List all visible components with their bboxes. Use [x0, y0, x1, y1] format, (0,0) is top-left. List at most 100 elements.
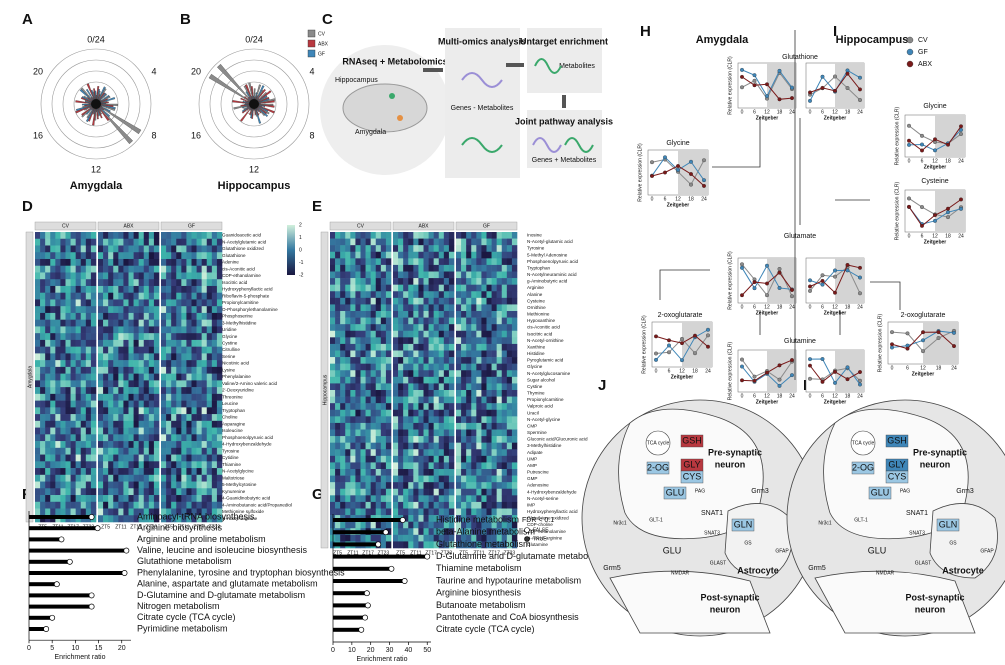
- heat-cell: [108, 400, 114, 408]
- heat-cell: [201, 495, 208, 503]
- point: [820, 74, 825, 79]
- heat-cell: [370, 337, 377, 345]
- heat-cell: [413, 521, 419, 529]
- heat-cell: [166, 319, 172, 327]
- heat-cell: [103, 447, 109, 455]
- heat-cell: [65, 407, 71, 415]
- heat-cell: [486, 343, 492, 351]
- heat-cell: [181, 393, 187, 401]
- heat-cell: [176, 238, 182, 246]
- heat-cell: [511, 245, 518, 253]
- label: Histidine: [527, 351, 545, 356]
- heat-cell: [113, 454, 119, 462]
- heat-cell: [201, 508, 208, 516]
- heat-cell: [403, 501, 409, 509]
- heat-cell: [476, 422, 482, 430]
- heat-cell: [143, 481, 150, 489]
- heat-cell: [191, 285, 197, 293]
- label: Glutathione oxidized: [222, 246, 264, 251]
- heat-cell: [506, 495, 513, 503]
- heat-cell: [128, 265, 134, 273]
- heat-cell: [123, 258, 129, 267]
- heat-cell: [123, 393, 129, 401]
- heat-cell: [423, 528, 429, 536]
- label: Pyroglutamic acid: [527, 358, 564, 363]
- heat-cell: [448, 232, 455, 239]
- heat-cell: [206, 461, 213, 469]
- heat-cell: [443, 541, 450, 549]
- heat-cell: [98, 373, 104, 381]
- heat-cell: [201, 346, 208, 354]
- group-header: [329, 221, 392, 231]
- label: ZT17: [362, 550, 374, 556]
- heat-cell: [85, 393, 92, 401]
- heat-cell: [171, 279, 177, 287]
- point: [858, 87, 862, 92]
- label: Hydroxyphenyllactic acid: [527, 509, 578, 514]
- heat-cell: [423, 403, 429, 411]
- label: Lysine: [222, 367, 236, 372]
- heat-cell: [486, 429, 492, 437]
- heat-cell: [403, 508, 409, 516]
- heat-cell: [138, 366, 145, 374]
- heat-cell: [443, 304, 450, 312]
- heat-cell: [418, 416, 424, 424]
- label: Glutathione metabolism: [436, 539, 531, 549]
- heat-cell: [80, 393, 87, 401]
- heat-cell: [148, 501, 155, 509]
- heat-cell: [166, 380, 172, 388]
- heat-cell: [511, 343, 518, 351]
- point: [833, 290, 837, 295]
- heat-cell: [133, 400, 139, 408]
- heat-cell: [385, 455, 392, 463]
- heat-cell: [166, 238, 172, 246]
- heat-cell: [476, 357, 482, 364]
- heat-cell: [491, 521, 497, 529]
- heat-cell: [486, 422, 492, 430]
- heat-cell: [385, 343, 392, 351]
- heat-cell: [443, 284, 450, 292]
- heat-cell: [70, 373, 76, 381]
- heat-cell: [176, 326, 182, 334]
- dot: [401, 578, 408, 584]
- heat-cell: [80, 238, 87, 246]
- heat-cell: [423, 343, 429, 351]
- heat-cell: [90, 252, 97, 260]
- heat-cell: [60, 272, 66, 280]
- heat-cell: [40, 508, 46, 516]
- heat-cell: [330, 278, 336, 285]
- heat-cell: [511, 311, 518, 318]
- heat-cell: [476, 251, 482, 259]
- heat-cell: [350, 297, 356, 305]
- heat-cell: [511, 317, 518, 325]
- heat-cell: [148, 474, 155, 482]
- point: [920, 133, 924, 138]
- heat-cell: [161, 461, 167, 469]
- label: Zeitgeber: [756, 399, 779, 405]
- heat-cell: [148, 339, 155, 347]
- heat-cell: [166, 481, 172, 489]
- heat-cell: [476, 501, 482, 509]
- heat-cell: [345, 304, 351, 312]
- heat-cell: [50, 339, 56, 347]
- heat-cell: [70, 245, 76, 253]
- heat-cell: [181, 285, 187, 293]
- heat-cell: [340, 357, 346, 364]
- heat-cell: [355, 350, 361, 358]
- label: J: [598, 377, 606, 394]
- heat-cell: [408, 521, 414, 529]
- heat-cell: [355, 429, 361, 437]
- heat-cell: [456, 528, 462, 536]
- heat-cell: [501, 508, 508, 516]
- heat-cell: [171, 461, 177, 469]
- heat-cell: [385, 495, 392, 503]
- night-shade: [935, 115, 965, 157]
- heat-cell: [211, 292, 218, 300]
- heat-cell: [201, 441, 208, 449]
- heat-cell: [186, 238, 192, 246]
- heat-cell: [443, 245, 450, 253]
- heat-cell: [501, 258, 508, 266]
- heat-cell: [138, 434, 145, 442]
- heat-cell: [128, 360, 134, 368]
- heat-cell: [461, 528, 467, 536]
